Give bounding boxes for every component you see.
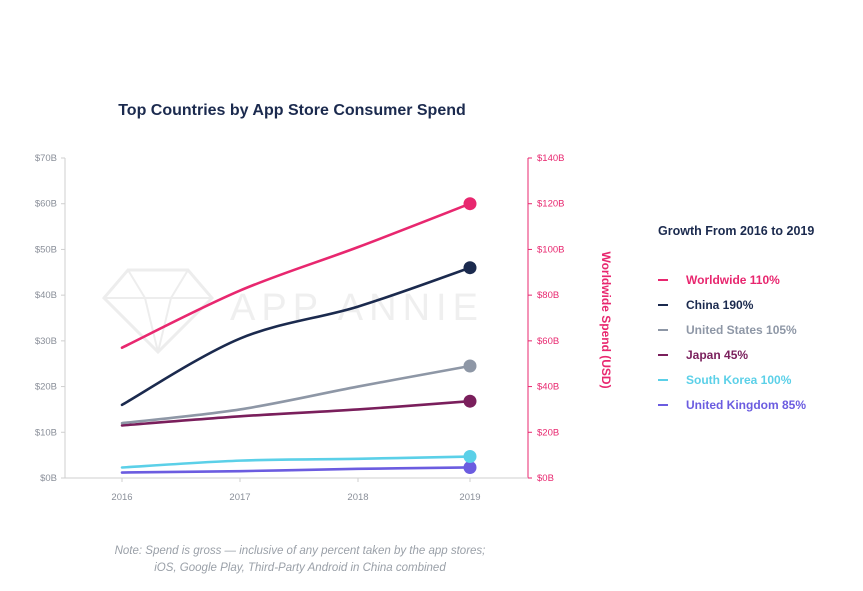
series-line bbox=[120, 266, 472, 407]
left-tick-label: $60B bbox=[35, 199, 57, 210]
x-tick-label: 2018 bbox=[347, 492, 368, 503]
series-line bbox=[120, 399, 472, 427]
watermark-logo-facets bbox=[104, 269, 212, 353]
right-tick-label: $100B bbox=[537, 244, 564, 255]
left-tick-label: $30B bbox=[35, 336, 57, 347]
left-tick-label: $50B bbox=[35, 244, 57, 255]
right-tick-label: $140B bbox=[537, 153, 564, 164]
chart-title: Top Countries by App Store Consumer Spen… bbox=[118, 102, 466, 119]
legend-item-label: South Korea 100% bbox=[686, 373, 792, 387]
legend: Worldwide 110% China 190% United States 10… bbox=[658, 273, 806, 412]
left-tick-label: $40B bbox=[35, 290, 57, 301]
series-lines bbox=[120, 202, 472, 474]
series-end-point bbox=[463, 450, 477, 464]
series-end-point bbox=[463, 460, 477, 474]
left-axis-ticks: $0B $10B $20B $30B $40B $50B $60B $70B bbox=[35, 153, 65, 484]
x-tick-label: 2019 bbox=[459, 492, 480, 503]
right-tick-label: $0B bbox=[537, 473, 554, 484]
right-axis-ticks: $0B $20B $40B $60B $80B $100B $120B $140B bbox=[528, 153, 564, 484]
series-end-point bbox=[463, 359, 477, 373]
legend-item-label: United Kingdom 85% bbox=[686, 398, 806, 412]
note-line-1: Note: Spend is gross — inclusive of any … bbox=[115, 545, 486, 557]
series-line bbox=[120, 202, 472, 350]
left-tick-label: $10B bbox=[35, 427, 57, 438]
right-tick-label: $80B bbox=[537, 290, 559, 301]
legend-item-label: Worldwide 110% bbox=[686, 273, 780, 287]
right-tick-label: $60B bbox=[537, 336, 559, 347]
right-axis-label: Worldwide Spend (USD) bbox=[599, 251, 613, 388]
left-tick-label: $70B bbox=[35, 153, 57, 164]
legend-item-label: China 190% bbox=[686, 298, 754, 312]
right-tick-label: $120B bbox=[537, 199, 564, 210]
x-axis-ticks: 2016 2017 2018 2019 bbox=[111, 478, 481, 503]
x-tick-label: 2017 bbox=[229, 492, 250, 503]
series-line bbox=[120, 455, 472, 469]
series-line bbox=[120, 466, 472, 474]
series-end-point bbox=[463, 261, 477, 275]
watermark-logo-icon bbox=[101, 268, 215, 355]
legend-item-label: United States 105% bbox=[686, 323, 797, 337]
series-line bbox=[120, 364, 472, 425]
series-end-markers bbox=[463, 197, 477, 474]
right-tick-label: $40B bbox=[537, 382, 559, 393]
left-tick-label: $20B bbox=[35, 382, 57, 393]
left-tick-label: $0B bbox=[40, 473, 57, 484]
note-line-2: iOS, Google Play, Third-Party Android in… bbox=[154, 562, 446, 574]
x-tick-label: 2016 bbox=[111, 492, 132, 503]
series-end-point bbox=[463, 197, 477, 211]
right-tick-label: $20B bbox=[537, 427, 559, 438]
series-end-point bbox=[463, 394, 477, 408]
legend-item-label: Japan 45% bbox=[686, 348, 748, 362]
legend-title: Growth From 2016 to 2019 bbox=[658, 224, 814, 238]
